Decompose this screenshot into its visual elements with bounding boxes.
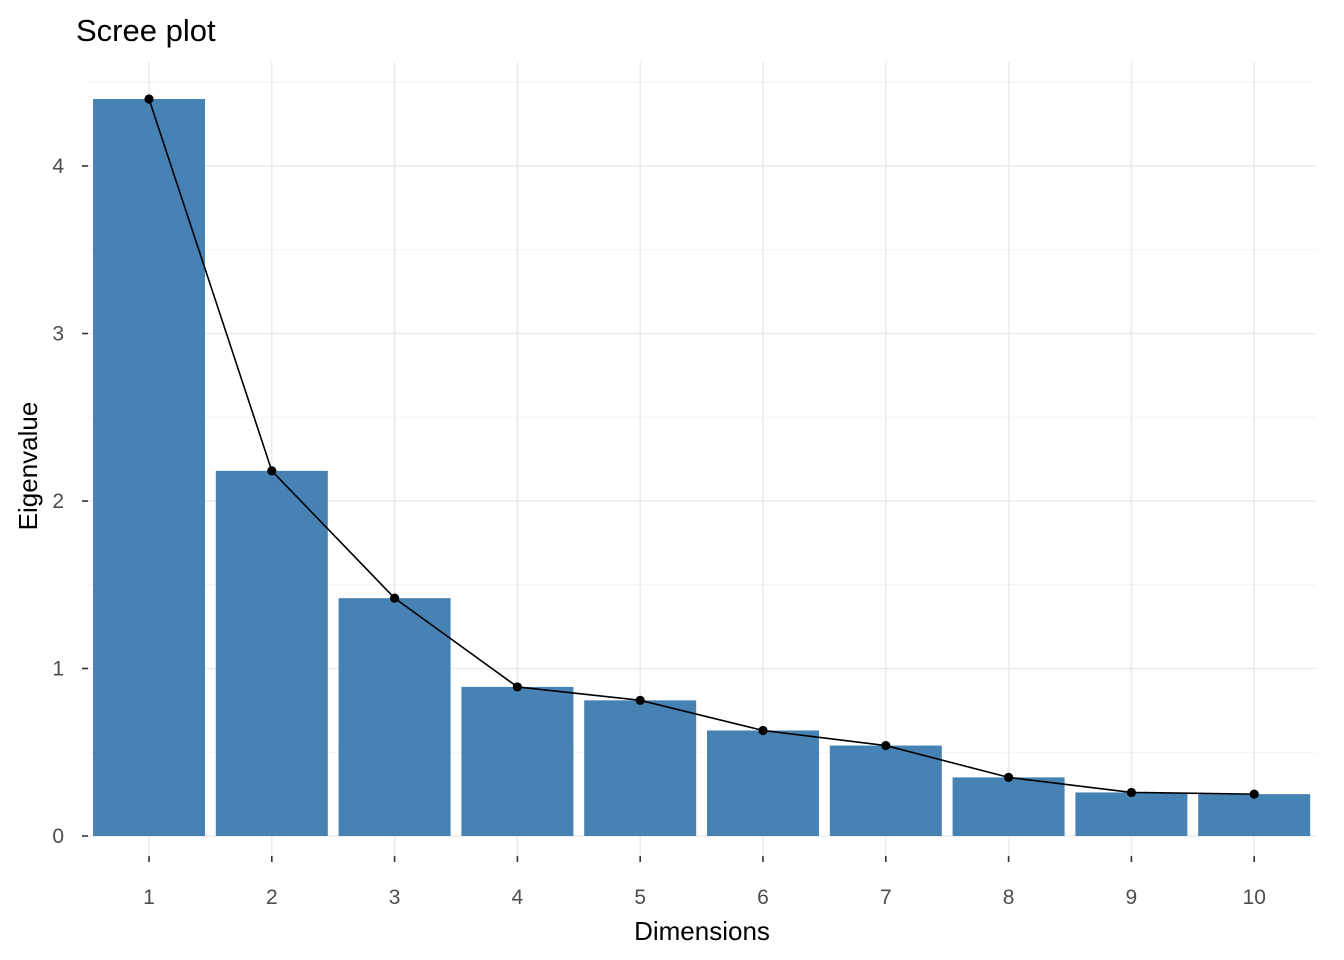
bar-dim-2 [215,470,328,836]
bar-dim-5 [584,700,697,836]
bar-dim-10 [1198,794,1311,836]
x-tick-label: 9 [1126,886,1138,909]
bar-dim-4 [461,686,574,836]
y-tick-label: 4 [52,155,64,178]
bar-dim-8 [952,777,1065,836]
x-tick-label: 1 [143,886,155,909]
x-tick-label: 8 [1003,886,1015,909]
y-tick-label: 3 [52,323,64,346]
y-tick-label: 2 [52,490,64,513]
x-tick-label: 6 [757,886,769,909]
point-dim-8 [1004,772,1014,782]
point-dim-9 [1126,787,1136,798]
x-tick-label: 7 [880,886,892,909]
ticks [82,165,1255,862]
x-tick-label: 4 [512,886,524,909]
x-tick-labels: 1 2 3 4 5 6 7 8 9 10 [143,886,1266,909]
y-tick-label: 1 [52,658,64,681]
scree-line [148,98,1255,795]
x-tick-label: 10 [1243,886,1266,909]
chart-title: Scree plot [76,13,216,48]
point-dim-7 [881,740,891,751]
point-dim-10 [1249,789,1259,799]
y-tick-labels: 0 1 2 3 4 [52,155,64,848]
point-dim-2 [267,466,277,476]
x-tick-label: 3 [389,886,401,909]
bar-dim-6 [707,730,819,836]
bar-dim-7 [829,745,942,836]
x-tick-label: 2 [266,886,278,909]
bar-dim-3 [338,598,451,836]
point-dim-1 [144,94,154,104]
x-axis-title: Dimensions [634,916,770,946]
x-tick-label: 5 [634,886,646,909]
points [144,94,1259,799]
bar-dim-1 [93,99,205,836]
point-dim-5 [635,695,645,705]
point-dim-6 [758,725,768,736]
y-axis-title: Eigenvalue [13,402,43,531]
bar-dim-9 [1075,792,1188,836]
bars [93,99,1311,836]
y-tick-label: 0 [52,825,64,848]
point-dim-4 [512,682,523,692]
point-dim-3 [390,593,400,603]
